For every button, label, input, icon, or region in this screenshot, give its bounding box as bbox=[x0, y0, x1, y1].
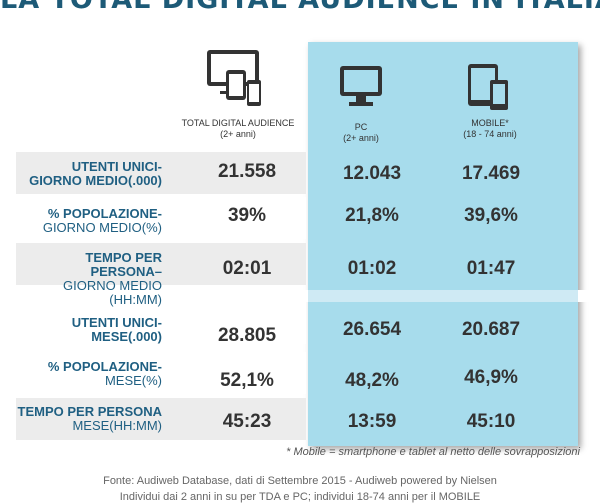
highlight-panel bbox=[308, 42, 578, 446]
row-background bbox=[16, 197, 306, 239]
cell-value: 13:59 bbox=[347, 411, 397, 432]
row-label-main: % POPOLAZIONE- bbox=[47, 206, 162, 221]
row-label-sub: GIORNO MEDIO(.000) bbox=[29, 173, 162, 188]
mobile-devices-icon bbox=[468, 64, 508, 110]
cell-value: 48,2% bbox=[345, 370, 399, 391]
cell-value: 52,1% bbox=[220, 370, 274, 391]
column-name: PC bbox=[354, 122, 368, 132]
cell-value: 17.469 bbox=[461, 163, 521, 184]
row-background bbox=[16, 352, 306, 394]
cell-value: 39% bbox=[227, 205, 267, 226]
row-label: UTENTI UNICI- MESE(.000) bbox=[16, 316, 162, 344]
cell-value: 12.043 bbox=[342, 163, 402, 184]
column-header-pc: PC (2+ anni) bbox=[311, 122, 411, 144]
cell-value: 28.805 bbox=[217, 325, 277, 346]
row-label-main: TEMPO PER PERSONA bbox=[17, 404, 162, 419]
row-label: TEMPO PER PERSONA MESE(HH:MM) bbox=[16, 405, 162, 433]
column-sub: (18 - 74 anni) bbox=[463, 129, 517, 139]
cell-value: 26.654 bbox=[342, 319, 402, 340]
cell-value: 39,6% bbox=[464, 205, 518, 226]
row-label-sub: MESE(.000) bbox=[91, 329, 162, 344]
cell-value: 01:02 bbox=[347, 258, 397, 279]
page-title: LA TOTAL DIGITAL AUDIENCE IN ITALIA bbox=[0, 0, 600, 15]
column-name: TOTAL DIGITAL AUDIENCE bbox=[181, 118, 295, 128]
row-label-sub: MESE(%) bbox=[104, 373, 162, 388]
devices-icon bbox=[207, 50, 261, 106]
cell-value: 21.558 bbox=[217, 161, 277, 182]
cell-value: 21,8% bbox=[345, 205, 399, 226]
cell-value: 02:01 bbox=[222, 258, 272, 279]
row-label: TEMPO PER PERSONA– GIORNO MEDIO (HH:MM) bbox=[16, 251, 162, 307]
row-label: % POPOLAZIONE- MESE(%) bbox=[16, 360, 162, 388]
cell-value: 20.687 bbox=[461, 319, 521, 340]
row-label: UTENTI UNICI- GIORNO MEDIO(.000) bbox=[16, 160, 162, 188]
row-background bbox=[16, 152, 306, 194]
footnote: * Mobile = smartphone e tablet al netto … bbox=[286, 446, 580, 458]
row-background bbox=[16, 243, 306, 285]
row-label: % POPOLAZIONE- GIORNO MEDIO(%) bbox=[16, 207, 162, 235]
row-label-main: TEMPO PER PERSONA– bbox=[85, 250, 162, 279]
cell-value: 46,9% bbox=[464, 367, 518, 388]
row-label-sub: MESE(HH:MM) bbox=[72, 418, 162, 433]
cell-value: 45:10 bbox=[466, 411, 516, 432]
section-divider-blue bbox=[308, 290, 578, 302]
monitor-icon bbox=[340, 66, 382, 106]
column-header-mobile: MOBILE* (18 - 74 anni) bbox=[440, 118, 540, 140]
column-sub: (2+ anni) bbox=[343, 133, 379, 143]
row-background bbox=[16, 302, 306, 344]
cell-value: 45:23 bbox=[222, 411, 272, 432]
source-line: Fonte: Audiweb Database, dati di Settemb… bbox=[103, 475, 497, 487]
row-label-sub: GIORNO MEDIO (HH:MM) bbox=[63, 278, 162, 307]
column-header-total: TOTAL DIGITAL AUDIENCE (2+ anni) bbox=[168, 118, 308, 140]
source-line: Individui dai 2 anni in su per TDA e PC;… bbox=[119, 491, 481, 503]
cell-value: 01:47 bbox=[466, 258, 516, 279]
row-label-main: UTENTI UNICI- bbox=[71, 159, 162, 174]
column-sub: (2+ anni) bbox=[220, 129, 256, 139]
row-label-sub: GIORNO MEDIO(%) bbox=[42, 220, 162, 235]
row-label-main: UTENTI UNICI- bbox=[71, 315, 162, 330]
row-label-main: % POPOLAZIONE- bbox=[47, 359, 162, 374]
column-name: MOBILE* bbox=[471, 118, 509, 128]
row-background bbox=[16, 398, 306, 440]
